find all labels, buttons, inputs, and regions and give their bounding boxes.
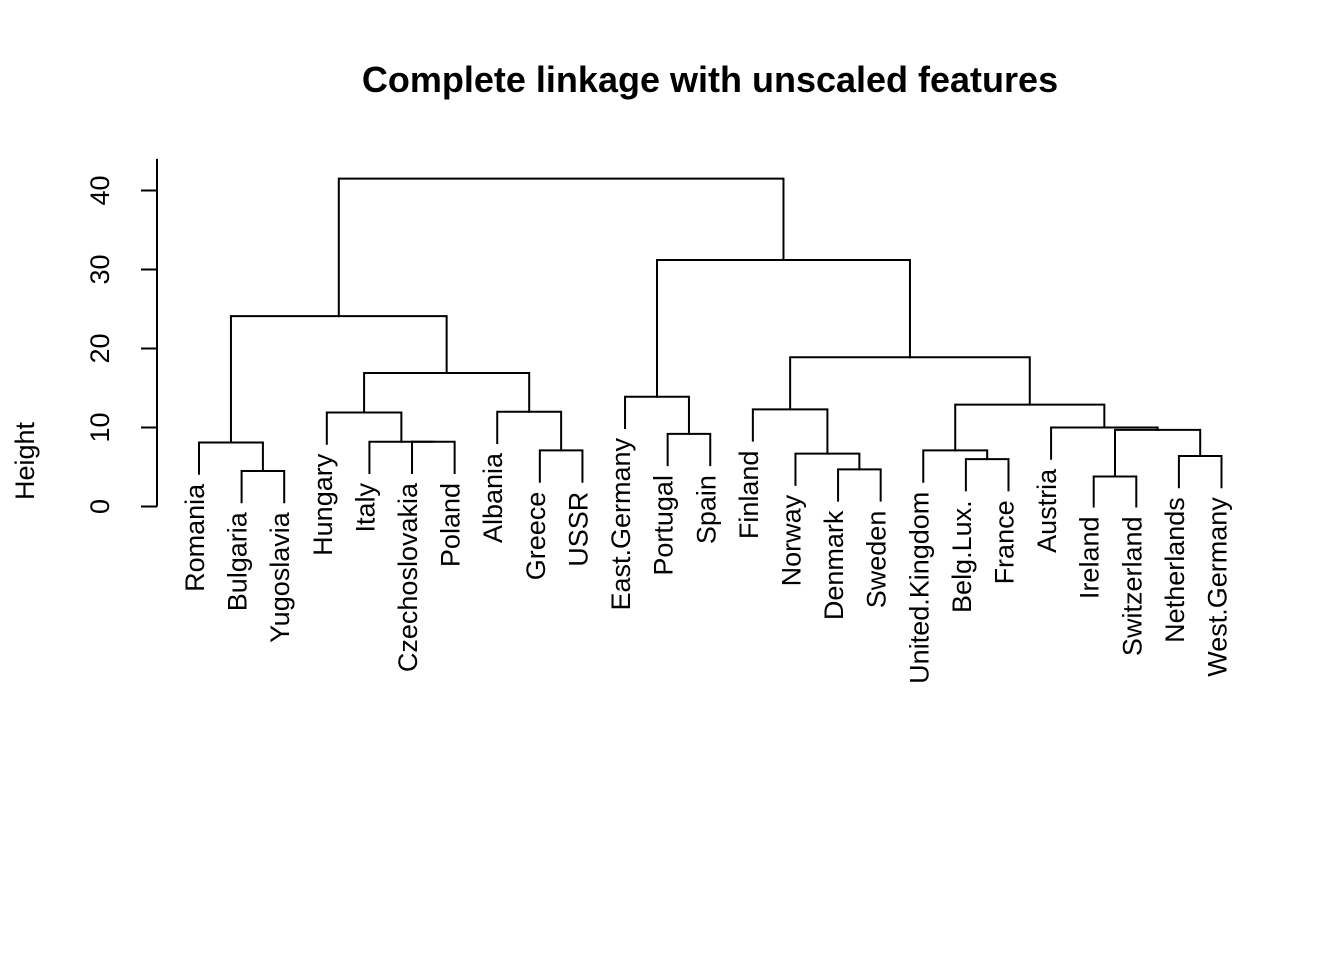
y-tick-label: 20 <box>85 333 115 363</box>
leaf-label: Ireland <box>1075 517 1105 600</box>
dendrogram-branch <box>198 441 264 475</box>
leaf-label: Portugal <box>649 475 679 576</box>
leaf-label: Austria <box>1032 468 1062 553</box>
dendrogram-branch <box>1092 475 1138 508</box>
dendrogram-branch <box>1050 426 1159 460</box>
leaf-label: Romania <box>180 483 210 592</box>
dendrogram-branch <box>666 432 712 467</box>
dendrogram-branch <box>337 177 785 318</box>
y-tick-label: 0 <box>85 499 115 514</box>
dendrogram-branch <box>363 371 531 414</box>
dendrogram-branch <box>229 315 448 444</box>
y-tick-label: 30 <box>85 254 115 284</box>
leaf-label: Yugoslavia <box>265 511 295 643</box>
leaf-label: France <box>989 500 1019 584</box>
leaf-label: Sweden <box>862 511 892 609</box>
dendrogram-branch <box>624 395 690 435</box>
dendrogram-branches <box>198 177 1223 508</box>
leaf-label: Albania <box>478 452 508 543</box>
dendrogram-branch <box>240 469 286 504</box>
leaf-label: Belg.Lux. <box>947 500 977 613</box>
leaf-label: Italy <box>350 483 380 533</box>
leaf-label: Hungary <box>308 453 338 556</box>
dendrogram-branch <box>751 408 829 455</box>
dendrogram-branch <box>922 449 989 483</box>
leaf-label: Poland <box>436 483 466 567</box>
dendrogram-branch <box>538 449 584 483</box>
leaf-label: Switzerland <box>1117 517 1147 657</box>
leaf-label: West.Germany <box>1203 497 1233 677</box>
leaf-label: USSR <box>563 492 593 567</box>
dendrogram-branch <box>325 411 403 445</box>
leaf-label: Bulgaria <box>223 511 253 611</box>
dendrogram-branch <box>496 410 563 452</box>
dendrogram-branch <box>411 440 456 475</box>
y-axis-label: Height <box>10 421 40 500</box>
leaf-label: United.Kingdom <box>904 492 934 684</box>
dendrogram-branch <box>789 356 1031 411</box>
leaf-label: Netherlands <box>1160 497 1190 643</box>
y-tick-label: 40 <box>85 175 115 205</box>
dendrogram-branch <box>1113 428 1202 478</box>
leaf-label: Finland <box>734 451 764 540</box>
dendrogram-branch <box>368 440 435 475</box>
dendrogram-branch <box>655 259 911 398</box>
dendrogram-branch <box>837 468 882 502</box>
leaf-label: East.Germany <box>606 437 636 610</box>
leaf-label: Denmark <box>819 510 849 620</box>
leaf-labels: Romania Bulgaria Yugoslavia Hungary Italy Cze… <box>180 437 1233 683</box>
dendrogram-branch <box>964 458 1010 492</box>
leaf-label: Czechoslovakia <box>393 482 423 672</box>
y-axis: 0 10 20 30 40 <box>85 158 158 514</box>
dendrogram-branch <box>1177 454 1223 489</box>
leaf-label: Greece <box>521 492 551 581</box>
y-tick-label: 10 <box>85 412 115 442</box>
leaf-label: Spain <box>691 475 721 544</box>
chart-title: Complete linkage with unscaled features <box>362 59 1058 100</box>
leaf-label: Norway <box>776 494 806 586</box>
